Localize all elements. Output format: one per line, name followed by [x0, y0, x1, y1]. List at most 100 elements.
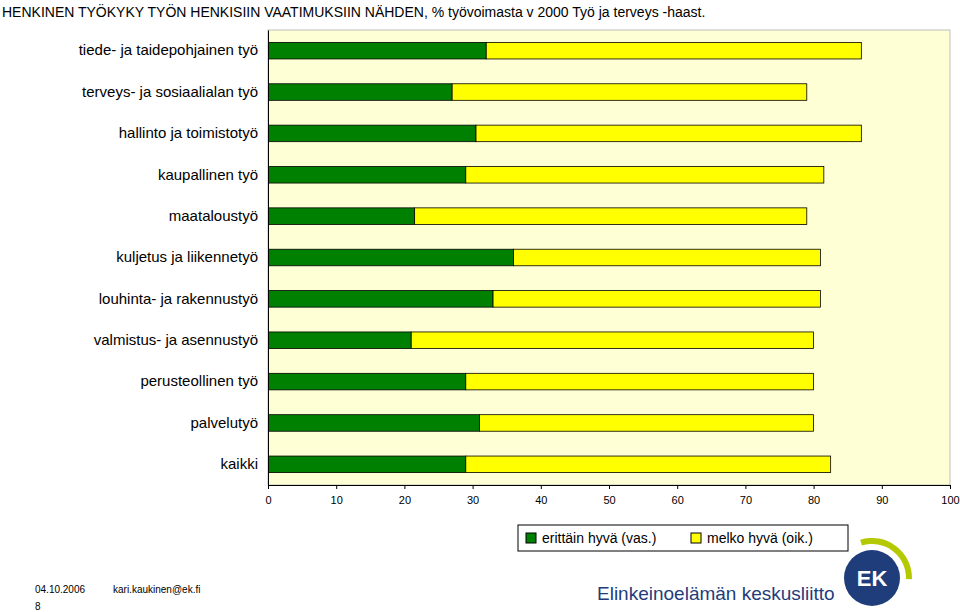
y-tick-label: hallinto ja toimistotyö	[119, 124, 258, 141]
legend-swatch	[691, 533, 701, 543]
logo-circle	[844, 550, 900, 606]
y-tick: palvelutyö	[190, 414, 268, 431]
x-tick-label: 90	[876, 494, 888, 506]
x-tick-label: 0	[265, 494, 271, 506]
x-tick: 40	[535, 485, 547, 506]
y-tick-label: terveys- ja sosiaalialan työ	[82, 83, 258, 100]
x-tick-mark	[473, 485, 474, 489]
footer-date: 04.10.2006	[35, 584, 85, 595]
x-tick-label: 40	[535, 494, 547, 506]
y-tick-label: kaupallinen työ	[158, 166, 258, 183]
footer-email: kari.kaukinen@ek.fi	[113, 584, 200, 595]
bar	[466, 373, 814, 390]
y-tick-label: maataloustyö	[169, 207, 258, 224]
x-tick: 0	[265, 485, 271, 506]
y-tick-label: louhinta- ja rakennustyö	[99, 290, 258, 307]
legend-label: melko hyvä (oik.)	[707, 530, 813, 546]
bar	[452, 84, 807, 101]
x-tick-label: 80	[808, 494, 820, 506]
y-tick: valmistus- ja asennustyö	[94, 331, 268, 348]
bar	[493, 291, 820, 308]
x-tick-label: 70	[740, 494, 752, 506]
x-tick: 50	[603, 485, 615, 506]
logo: EK	[844, 538, 912, 606]
footer-page: 8	[35, 601, 41, 612]
y-tick: kaupallinen työ	[158, 166, 268, 183]
x-tick-label: 60	[672, 494, 684, 506]
x-tick: 60	[672, 485, 684, 506]
bars	[268, 42, 861, 472]
y-tick-label: perusteollinen työ	[140, 372, 258, 389]
y-tick: perusteollinen työ	[140, 372, 268, 389]
bar	[415, 208, 807, 225]
y-tick-label: kaikki	[220, 455, 258, 472]
x-tick-mark	[268, 485, 269, 489]
bar	[268, 42, 486, 59]
bar	[486, 42, 861, 59]
plot-background	[268, 30, 950, 485]
bar	[466, 167, 824, 184]
bar	[268, 291, 493, 308]
x-tick-mark	[882, 485, 883, 489]
x-tick-mark	[950, 485, 951, 489]
y-axis-line	[268, 31, 269, 486]
y-tick-label: valmistus- ja asennustyö	[94, 331, 258, 348]
x-tick-mark	[541, 485, 542, 489]
x-tick-mark	[609, 485, 610, 489]
bar	[514, 249, 821, 266]
x-tick-label: 30	[467, 494, 479, 506]
y-tick: kaikki	[220, 455, 268, 472]
x-tick-label: 20	[399, 494, 411, 506]
x-tick-label: 10	[331, 494, 343, 506]
series	[268, 42, 514, 472]
bar	[411, 332, 813, 349]
bar	[268, 373, 466, 390]
y-tick-label: kuljetus ja liikennetyö	[116, 248, 258, 265]
x-tick: 70	[740, 485, 752, 506]
logo-text: EK	[857, 566, 888, 591]
y-tick: tiede- ja taidepohjainen työ	[79, 41, 268, 58]
x-tick: 90	[876, 485, 888, 506]
x-tick-mark	[404, 485, 405, 489]
legend: erittäin hyvä (vas.) melko hyvä (oik.)	[518, 525, 848, 551]
bar	[268, 125, 476, 142]
x-tick-mark	[814, 485, 815, 489]
y-tick: hallinto ja toimistotyö	[119, 124, 268, 141]
chart: HENKINEN TYÖKYKY TYÖN HENKISIIN VAATIMUK…	[0, 0, 960, 612]
bar	[479, 415, 813, 432]
plot: 0 10 20 30 40 50 60 70 80 90 100 tiede- ja taidepoh…	[79, 30, 960, 506]
bar	[268, 208, 415, 225]
bar	[476, 125, 861, 142]
x-axis-line	[269, 486, 951, 490]
x-tick-label: 100	[941, 494, 959, 506]
y-tick: terveys- ja sosiaalialan työ	[82, 83, 268, 100]
y-tick: louhinta- ja rakennustyö	[99, 290, 268, 307]
bar	[268, 332, 411, 349]
x-tick: 10	[331, 485, 343, 506]
x-tick: 20	[399, 485, 411, 506]
x-tick-mark	[336, 485, 337, 489]
y-tick-label: tiede- ja taidepohjainen työ	[79, 41, 258, 58]
legend-swatch	[526, 533, 536, 543]
y-tick: maataloustyö	[169, 207, 268, 224]
x-axis: 0 10 20 30 40 50 60 70 80 90 100	[265, 485, 959, 506]
x-tick-label: 50	[603, 494, 615, 506]
footer-organization: Elinkeinoelämän keskusliitto	[597, 583, 835, 604]
bar	[268, 249, 514, 266]
series	[411, 42, 861, 472]
legend-frame	[518, 525, 848, 551]
bar	[268, 415, 479, 432]
x-tick: 100	[941, 485, 959, 506]
bar	[268, 167, 466, 184]
y-axis: tiede- ja taidepohjainen työ terveys- ja …	[79, 31, 269, 486]
y-tick: kuljetus ja liikennetyö	[116, 248, 268, 265]
x-tick-mark	[677, 485, 678, 489]
x-tick-mark	[745, 485, 746, 489]
title: HENKINEN TYÖKYKY TYÖN HENKISIIN VAATIMUK…	[2, 3, 705, 20]
x-tick: 80	[808, 485, 820, 506]
bar	[268, 84, 452, 101]
legend-label: erittäin hyvä (vas.)	[542, 530, 656, 546]
y-tick-label: palvelutyö	[190, 414, 258, 431]
bar	[466, 456, 831, 473]
x-tick: 30	[467, 485, 479, 506]
